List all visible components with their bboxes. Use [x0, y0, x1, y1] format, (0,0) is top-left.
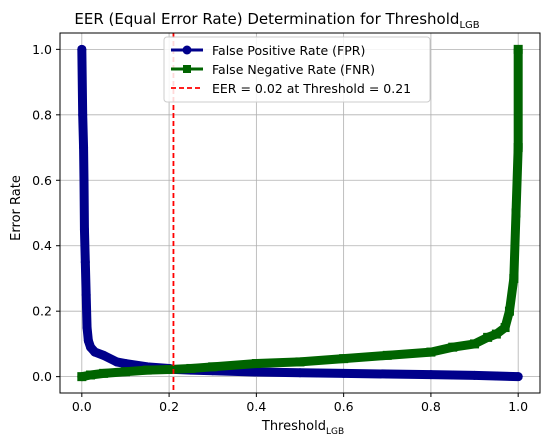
- data-point-fpr: [80, 257, 90, 267]
- data-point-fnr: [500, 323, 510, 333]
- data-point-fnr: [426, 347, 436, 357]
- data-point-fnr: [504, 306, 514, 316]
- y-tick-label: 0.8: [32, 107, 52, 122]
- y-tick-label: 0.0: [32, 369, 52, 384]
- legend-fpr-label: False Positive Rate (FPR): [212, 43, 365, 58]
- data-point-fnr: [491, 329, 501, 339]
- x-tick-label: 0.6: [334, 399, 354, 414]
- data-point-fnr: [142, 365, 152, 375]
- legend-fnr-label: False Negative Rate (FNR): [212, 62, 375, 77]
- legend-entry-fnr: False Negative Rate (FNR): [171, 62, 375, 77]
- x-tick-label: 0.8: [421, 399, 441, 414]
- data-point-fnr: [483, 332, 493, 342]
- data-point-fnr: [86, 370, 96, 380]
- x-axis-label-main: Threshold: [261, 419, 326, 434]
- data-point-fnr: [382, 350, 392, 360]
- data-point-fpr: [339, 368, 349, 378]
- legend-eer-label: EER = 0.02 at Threshold = 0.21: [212, 81, 411, 96]
- chart-title-subscript: LGB: [459, 20, 479, 31]
- legend-fpr-marker: [182, 45, 192, 55]
- y-tick-label: 0.6: [32, 173, 52, 188]
- x-tick-label: 0.2: [159, 399, 179, 414]
- data-point-fnr: [251, 359, 261, 369]
- y-tick-label: 0.4: [32, 238, 52, 253]
- series-layer: [77, 44, 523, 382]
- data-point-fpr: [90, 347, 100, 357]
- data-point-fpr: [79, 224, 89, 234]
- data-point-fnr: [470, 339, 480, 349]
- data-point-fpr: [79, 143, 89, 153]
- data-point-fnr: [208, 362, 218, 372]
- data-point-fpr: [382, 369, 392, 379]
- x-tick-label: 0.0: [72, 399, 92, 414]
- data-point-fpr: [81, 290, 91, 300]
- data-point-fnr: [77, 372, 87, 382]
- y-axis-label: Error Rate: [9, 175, 24, 241]
- data-point-fpr: [99, 350, 109, 360]
- chart-title: EER (Equal Error Rate) Determination for…: [74, 10, 479, 31]
- data-point-fpr: [120, 359, 130, 369]
- x-axis-label: ThresholdLGB: [261, 419, 344, 437]
- data-point-fpr: [78, 110, 88, 120]
- y-tick-label: 1.0: [32, 42, 52, 57]
- data-point-fnr: [448, 342, 458, 352]
- data-point-fpr: [491, 371, 501, 381]
- data-point-fpr: [251, 367, 261, 377]
- data-point-fnr: [513, 44, 523, 54]
- data-point-fpr: [82, 323, 92, 333]
- legend: False Positive Rate (FPR) False Negative…: [163, 36, 431, 103]
- data-point-fpr: [79, 175, 89, 185]
- x-tick-label: 0.4: [246, 399, 266, 414]
- data-point-fnr: [513, 143, 523, 153]
- data-point-fpr: [295, 368, 305, 378]
- legend-entry-eer: EER = 0.02 at Threshold = 0.21: [171, 81, 411, 96]
- data-point-fnr: [99, 368, 109, 378]
- data-point-fnr: [511, 208, 521, 218]
- data-point-fpr: [470, 370, 480, 380]
- data-point-fpr: [112, 357, 122, 367]
- legend-box: [163, 36, 431, 103]
- x-axis-label-subscript: LGB: [326, 427, 344, 437]
- y-tick-label: 0.2: [32, 304, 52, 319]
- data-point-fpr: [77, 44, 87, 54]
- data-point-fnr: [164, 364, 174, 374]
- x-tick-label: 1.0: [508, 399, 528, 414]
- legend-entry-fpr: False Positive Rate (FPR): [171, 43, 365, 58]
- data-point-fnr: [339, 354, 349, 364]
- data-point-fnr: [295, 357, 305, 367]
- data-point-fnr: [509, 273, 519, 283]
- data-point-fnr: [186, 363, 196, 373]
- data-point-fpr: [426, 370, 436, 380]
- data-point-fnr: [120, 367, 130, 377]
- chart-title-main: EER (Equal Error Rate) Determination for…: [74, 10, 459, 28]
- legend-fnr-marker: [183, 65, 191, 73]
- data-point-fpr: [513, 372, 523, 382]
- plot-frame: [59, 32, 541, 394]
- axis-ticks: 0.0 0.2 0.4 0.6 0.8 1.0 0.0 0.2 0.4 0.6 0.8 1.0: [32, 42, 528, 414]
